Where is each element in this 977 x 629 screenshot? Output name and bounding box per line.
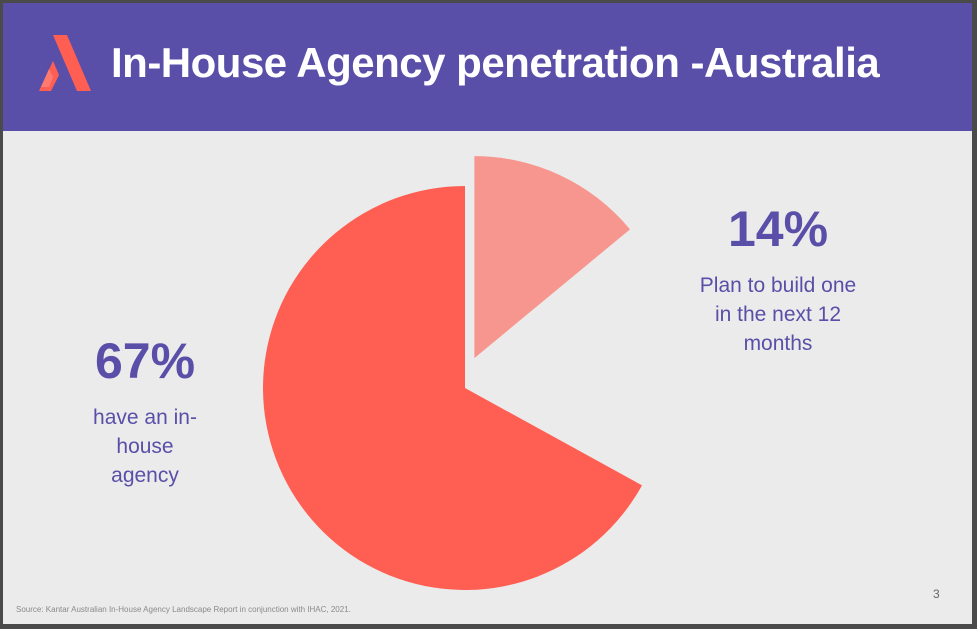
stat-in-house: 67% have an in-house agency [65,333,225,490]
pie-slice-plan-to-build [474,156,631,359]
stat-value: 67% [94,333,196,389]
stat-description: have an in-house agency [93,406,197,487]
header-banner: In-House Agency penetration -Australia [3,3,972,131]
stat-description: Plan to build one in the next 12 months [699,274,857,355]
pie-chart [263,156,643,590]
pie-slice-in-house [263,186,643,590]
stat-plan-to-build: 14% Plan to build one in the next 12 mon… [693,201,863,358]
stat-value: 14% [727,201,829,257]
source-footnote: Source: Kantar Australian In-House Agenc… [16,605,351,614]
page-number: 3 [933,587,940,601]
page-title: In-House Agency penetration -Australia [111,39,880,86]
slide: In-House Agency penetration -Australia 6… [3,3,972,624]
agency-a-logo-icon [39,35,91,91]
